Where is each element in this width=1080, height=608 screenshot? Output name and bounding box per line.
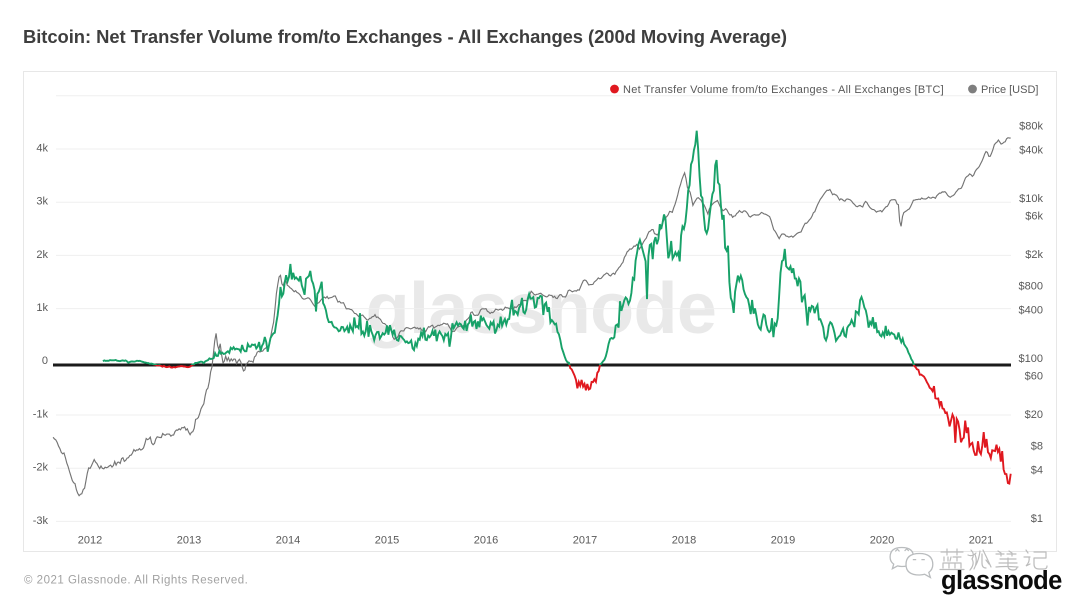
svg-text:3k: 3k	[36, 196, 48, 208]
svg-text:Bitcoin: Net Transfer Volume f: Bitcoin: Net Transfer Volume from/to Exc…	[23, 26, 787, 47]
svg-text:2018: 2018	[672, 535, 696, 547]
svg-text:$1: $1	[1031, 513, 1043, 525]
svg-text:$8: $8	[1031, 441, 1043, 453]
svg-text:2017: 2017	[573, 535, 597, 547]
svg-text:2015: 2015	[375, 535, 399, 547]
svg-text:$10k: $10k	[1019, 193, 1043, 205]
svg-text:2013: 2013	[177, 535, 201, 547]
svg-text:Net Transfer Volume from/to Ex: Net Transfer Volume from/to Exchanges - …	[623, 84, 944, 96]
svg-text:2019: 2019	[771, 535, 795, 547]
svg-text:-2k: -2k	[33, 462, 49, 474]
svg-text:$60: $60	[1025, 371, 1043, 383]
svg-text:-3k: -3k	[33, 515, 49, 527]
svg-text:$40k: $40k	[1019, 145, 1043, 157]
svg-text:2012: 2012	[78, 535, 102, 547]
svg-text:-1k: -1k	[33, 408, 49, 420]
svg-text:2021: 2021	[969, 535, 993, 547]
svg-text:2014: 2014	[276, 535, 300, 547]
svg-text:2016: 2016	[474, 535, 498, 547]
svg-text:glassnode: glassnode	[941, 567, 1062, 595]
svg-text:$20: $20	[1025, 409, 1043, 421]
svg-text:$6k: $6k	[1025, 211, 1043, 223]
svg-text:1k: 1k	[36, 302, 48, 314]
svg-text:$4: $4	[1031, 465, 1043, 477]
svg-text:$800: $800	[1019, 281, 1043, 293]
svg-text:$400: $400	[1019, 305, 1043, 317]
svg-text:$80k: $80k	[1019, 121, 1043, 133]
svg-text:2k: 2k	[36, 249, 48, 261]
svg-text:$100: $100	[1019, 353, 1043, 365]
svg-text:0: 0	[42, 355, 48, 367]
svg-text:4k: 4k	[36, 142, 48, 154]
svg-text:2020: 2020	[870, 535, 894, 547]
svg-text:Price [USD]: Price [USD]	[981, 84, 1038, 96]
svg-text:$2k: $2k	[1025, 249, 1043, 261]
svg-text:© 2021 Glassnode. All Rights R: © 2021 Glassnode. All Rights Reserved.	[24, 575, 248, 587]
